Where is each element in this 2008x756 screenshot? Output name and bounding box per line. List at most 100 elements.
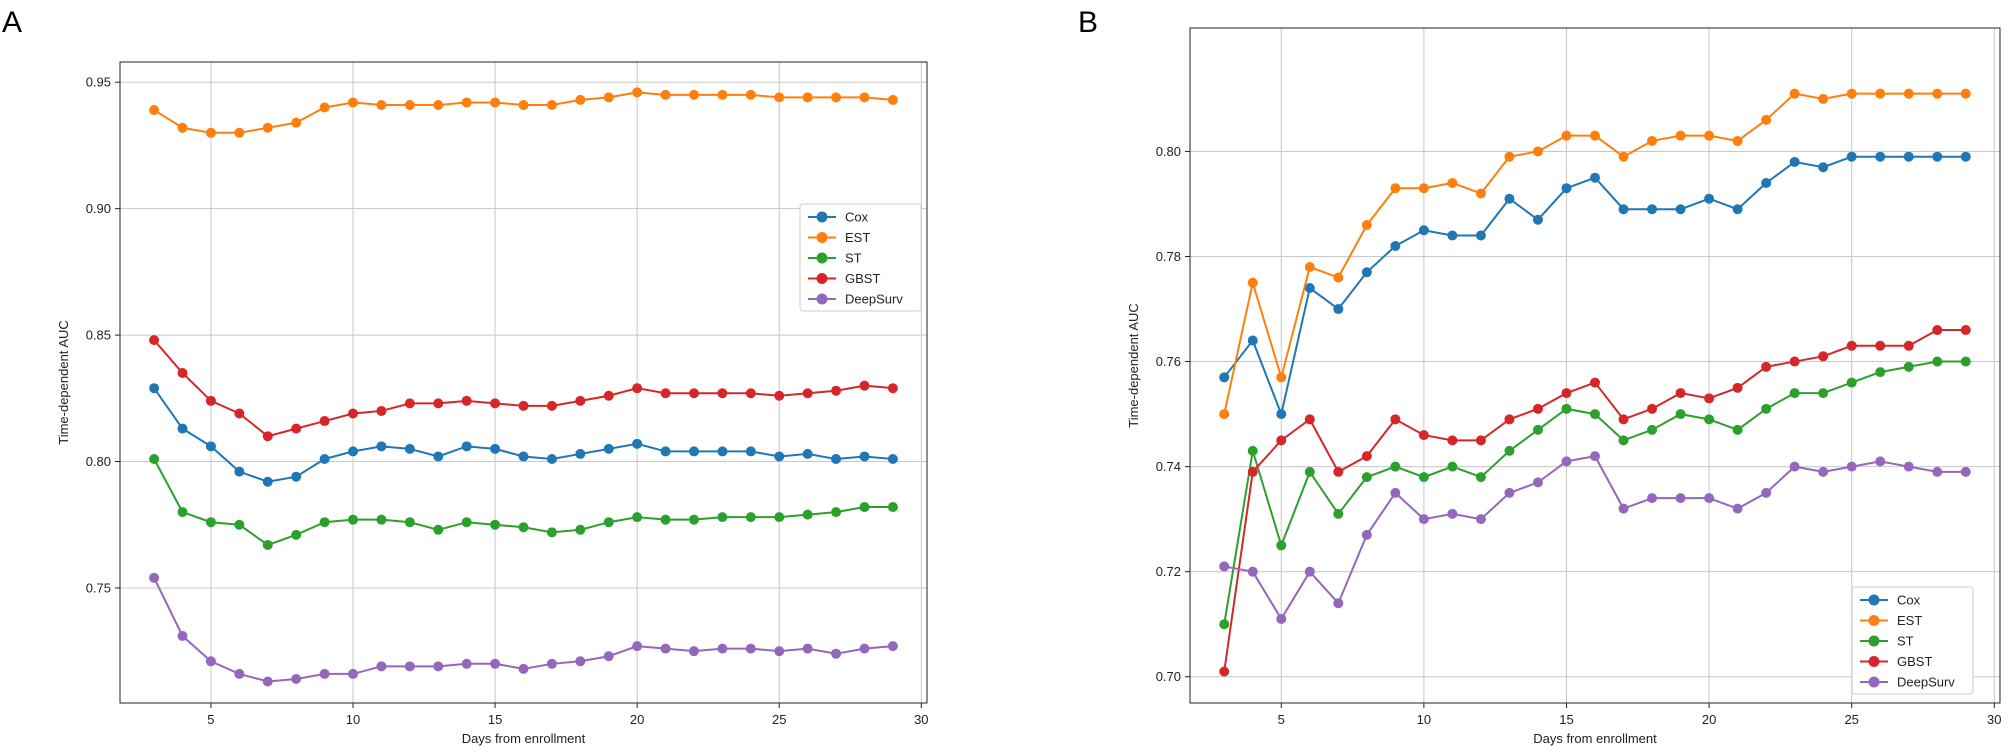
data-point-deepsurv	[1361, 529, 1372, 540]
data-point-st	[632, 512, 643, 523]
data-point-deepsurv	[177, 630, 188, 641]
y-tick-label: 0.74	[1156, 459, 1181, 474]
data-point-deepsurv	[1761, 487, 1772, 498]
panel-a-legend-box	[799, 203, 922, 312]
data-point-gbst	[1532, 403, 1543, 414]
data-point-cox	[205, 441, 216, 452]
data-point-est	[319, 102, 330, 113]
data-point-deepsurv	[887, 641, 898, 652]
data-point-est	[1532, 146, 1543, 157]
data-point-gbst	[205, 395, 216, 406]
data-point-deepsurv	[376, 661, 387, 672]
legend-label-cox: Cox	[845, 210, 869, 225]
data-point-st	[348, 514, 359, 525]
x-tick-label: 30	[1987, 712, 2001, 727]
data-point-cox	[1732, 204, 1743, 215]
data-point-est	[234, 127, 245, 138]
data-point-gbst	[1761, 361, 1772, 372]
legend-label-est: EST	[1897, 613, 1922, 628]
y-tick-label: 0.80	[86, 454, 111, 469]
data-point-st	[831, 507, 842, 518]
x-tick-label: 30	[914, 712, 928, 727]
data-point-cox	[831, 453, 842, 464]
legend-label-deepsurv: DeepSurv	[845, 292, 903, 307]
y-tick-label: 0.72	[1156, 564, 1181, 579]
data-point-st	[717, 512, 728, 523]
data-point-st	[1818, 388, 1829, 399]
data-point-st	[603, 517, 614, 528]
data-point-est	[1647, 135, 1658, 146]
data-point-st	[291, 529, 302, 540]
data-point-st	[1219, 619, 1230, 630]
data-point-gbst	[1647, 403, 1658, 414]
panel-a-plot-frame	[119, 61, 928, 704]
data-point-est	[1219, 409, 1230, 420]
legend-marker	[1868, 635, 1880, 647]
data-point-cox	[1675, 204, 1686, 215]
data-point-deepsurv	[1960, 466, 1971, 477]
data-point-cox	[1390, 240, 1401, 251]
data-point-st	[660, 514, 671, 525]
data-point-gbst	[348, 408, 359, 419]
legend-entry-cox: Cox	[808, 210, 869, 225]
legend-entry-est: EST	[1860, 613, 1922, 628]
data-point-est	[291, 117, 302, 128]
data-point-gbst	[802, 388, 813, 399]
data-point-est	[688, 89, 699, 100]
data-point-deepsurv	[149, 572, 160, 583]
data-point-est	[1276, 372, 1287, 383]
data-point-est	[1304, 262, 1315, 273]
data-point-st	[205, 517, 216, 528]
data-point-gbst	[603, 390, 614, 401]
data-point-st	[490, 519, 501, 530]
data-point-gbst	[1732, 382, 1743, 393]
data-point-est	[802, 92, 813, 103]
data-point-est	[1361, 219, 1372, 230]
data-point-gbst	[1219, 666, 1230, 677]
data-point-cox	[1789, 156, 1800, 167]
data-point-est	[1704, 130, 1715, 141]
panel-b-x-axis-title: Days from enrollment	[1533, 731, 1657, 746]
data-point-est	[1418, 183, 1429, 194]
data-point-gbst	[433, 398, 444, 409]
data-point-deepsurv	[859, 643, 870, 654]
legend-label-est: EST	[845, 230, 870, 245]
data-point-est	[1932, 88, 1943, 99]
series-deepsurv	[149, 572, 898, 687]
data-point-deepsurv	[1390, 487, 1401, 498]
data-point-st	[546, 527, 557, 538]
data-point-gbst	[291, 423, 302, 434]
data-point-deepsurv	[802, 643, 813, 654]
data-point-deepsurv	[717, 643, 728, 654]
data-point-est	[348, 97, 359, 108]
data-point-cox	[1618, 204, 1629, 215]
data-point-deepsurv	[319, 668, 330, 679]
data-point-est	[1675, 130, 1686, 141]
data-point-gbst	[859, 380, 870, 391]
data-point-gbst	[1247, 466, 1258, 477]
data-point-cox	[1333, 304, 1344, 315]
data-point-st	[1618, 435, 1629, 446]
data-point-est	[1504, 151, 1515, 162]
data-point-gbst	[1475, 435, 1486, 446]
data-point-st	[802, 509, 813, 520]
data-point-cox	[1761, 177, 1772, 188]
data-point-est	[1247, 277, 1258, 288]
data-point-gbst	[660, 388, 671, 399]
data-point-gbst	[1846, 340, 1857, 351]
data-point-cox	[262, 476, 273, 487]
data-point-est	[149, 105, 160, 116]
data-point-gbst	[1818, 351, 1829, 362]
data-point-gbst	[490, 398, 501, 409]
legend-entry-est: EST	[808, 230, 870, 245]
legend-marker	[816, 293, 828, 305]
data-point-est	[376, 99, 387, 110]
data-point-st	[1875, 367, 1886, 378]
data-point-cox	[1504, 193, 1515, 204]
data-point-deepsurv	[1789, 461, 1800, 472]
data-point-est	[1903, 88, 1914, 99]
data-point-deepsurv	[1504, 487, 1515, 498]
data-point-st	[1276, 540, 1287, 551]
data-point-deepsurv	[518, 663, 529, 674]
data-point-cox	[1247, 335, 1258, 346]
